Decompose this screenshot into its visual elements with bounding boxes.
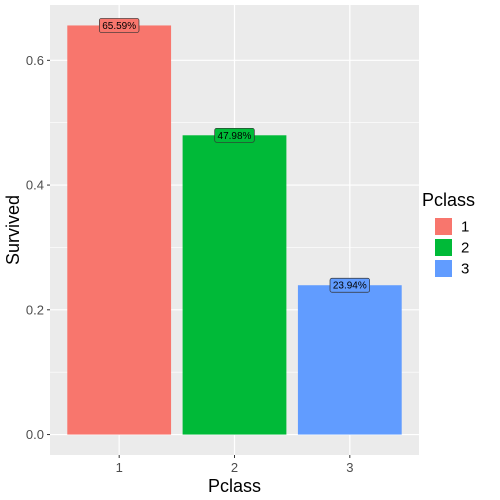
x-tick-label: 2 <box>231 460 238 475</box>
legend: Pclass 1 2 3 <box>422 190 475 278</box>
x-tick-label: 1 <box>116 460 123 475</box>
data-label-3: 23.94% <box>329 277 370 293</box>
x-axis: 1 2 3 <box>116 455 353 475</box>
data-label-text: 65.59% <box>102 21 136 32</box>
bar-3 <box>297 285 402 435</box>
data-labels: 65.59% 47.98% 23.94% <box>99 18 370 293</box>
data-label-text: 23.94% <box>333 281 367 292</box>
bar-1 <box>67 25 172 435</box>
x-axis-title: Pclass <box>208 476 261 496</box>
x-tick-label: 3 <box>346 460 353 475</box>
data-label-2: 47.98% <box>214 127 255 143</box>
data-label-1: 65.59% <box>99 18 140 33</box>
legend-label-1: 1 <box>461 219 469 236</box>
y-tick-label: 0.4 <box>26 178 44 193</box>
data-label-box <box>99 18 140 33</box>
legend-key-2 <box>435 239 452 256</box>
data-label-box <box>214 127 255 143</box>
legend-label-2: 2 <box>461 240 469 257</box>
y-axis: 0.0 0.2 0.4 0.6 <box>26 53 50 442</box>
legend-key-3 <box>435 260 452 277</box>
y-tick-label: 0.6 <box>26 53 44 68</box>
y-tick-label: 0.0 <box>26 427 44 442</box>
bar-2 <box>182 135 287 435</box>
legend-key-1 <box>435 218 452 235</box>
legend-items: 1 2 3 <box>435 218 469 278</box>
data-label-box <box>329 277 370 293</box>
bars <box>67 25 402 435</box>
y-axis-title: Survived <box>3 195 23 265</box>
data-label-text: 47.98% <box>218 131 252 142</box>
legend-title: Pclass <box>422 190 475 210</box>
y-tick-label: 0.2 <box>26 302 44 317</box>
legend-label-3: 3 <box>461 261 469 278</box>
